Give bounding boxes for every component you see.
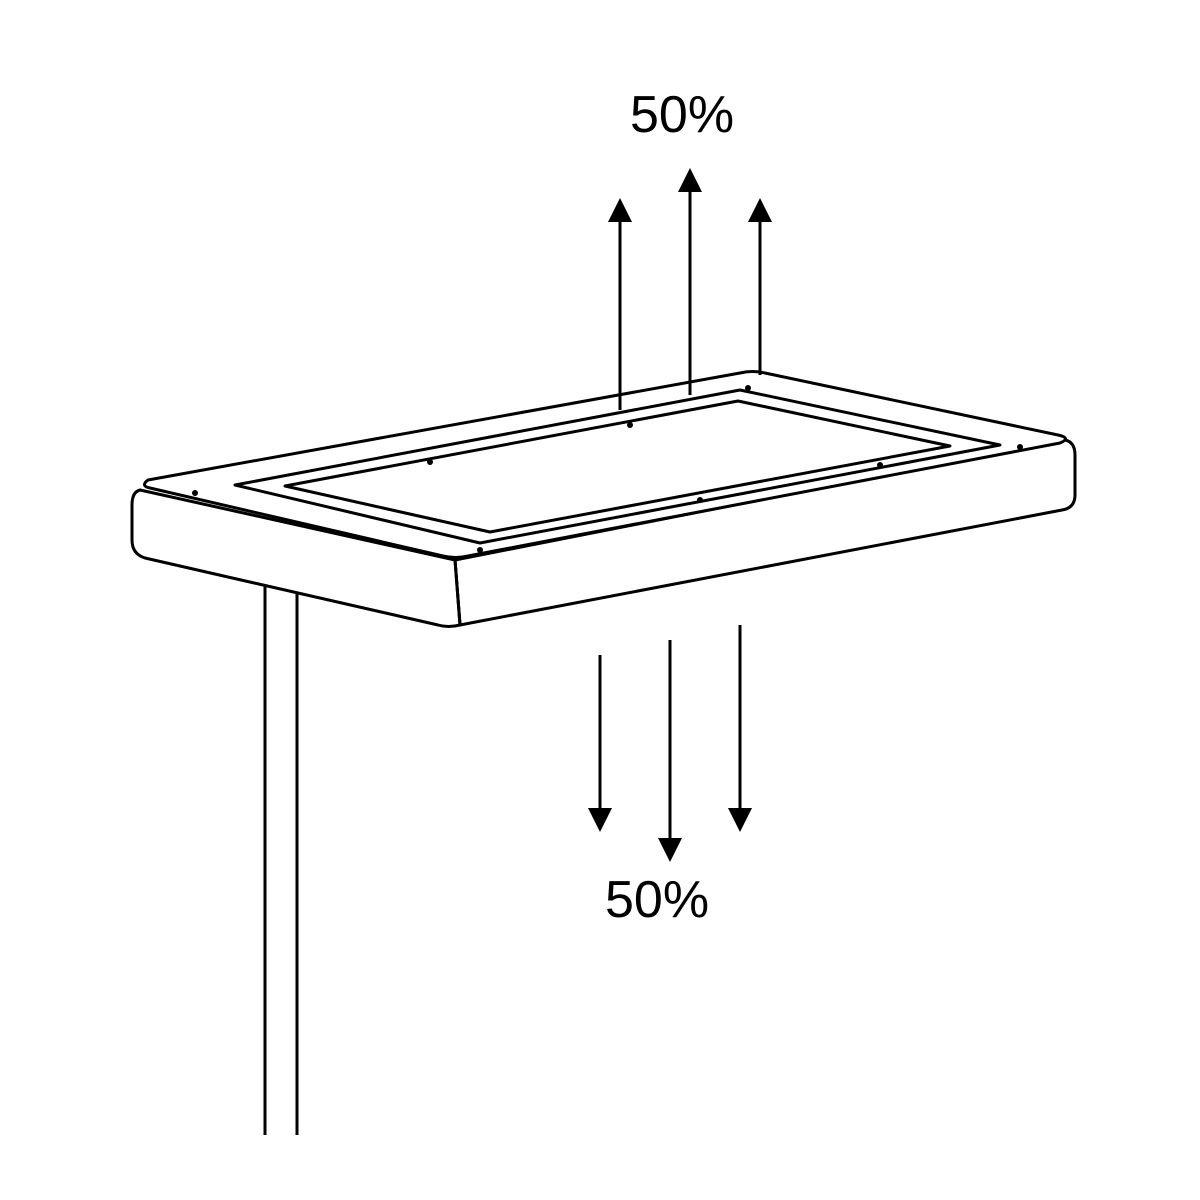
diagram-stage: 50% 50% [0,0,1200,1200]
pole [265,565,297,1135]
arrows-down [600,625,740,850]
luminaire-head [132,372,1075,627]
label-top-percent: 50% [630,85,734,145]
fixture-illustration [0,0,1200,1200]
label-bottom-percent: 50% [605,870,709,930]
